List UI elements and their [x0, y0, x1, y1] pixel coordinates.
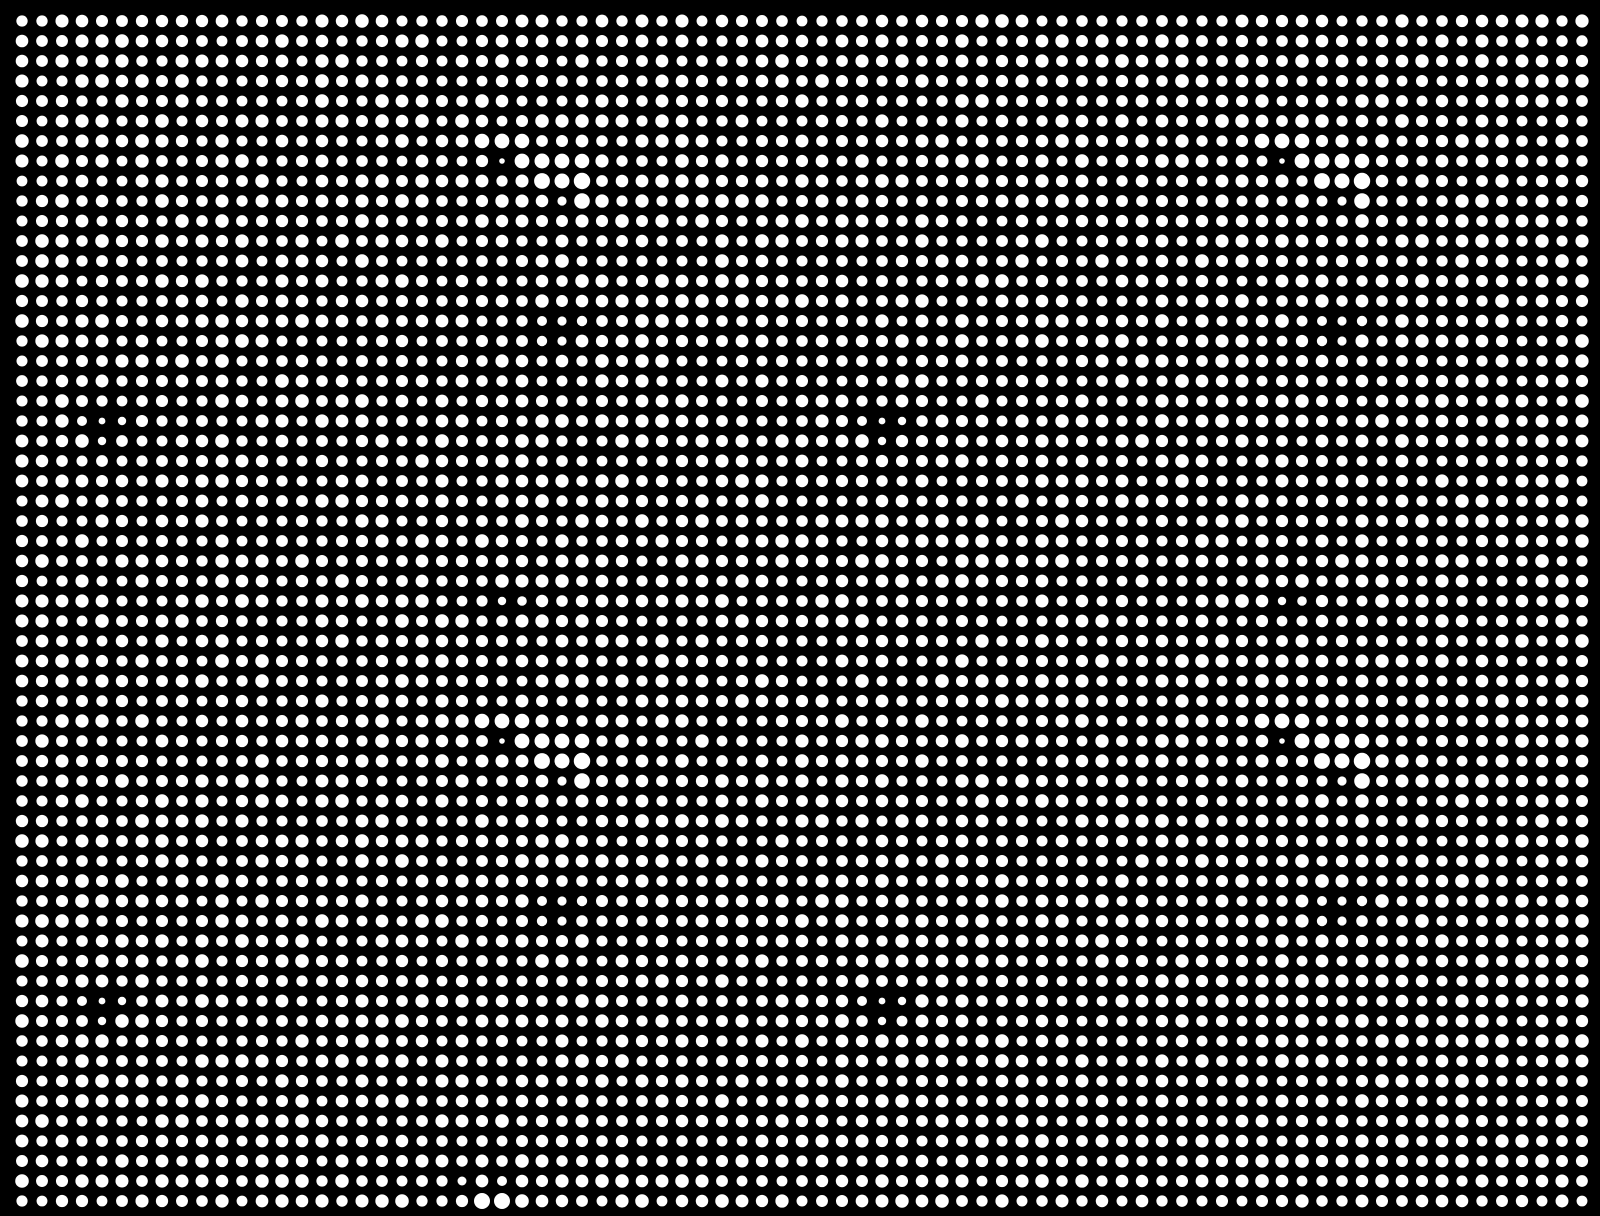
- dot-matrix-canvas: [0, 0, 1600, 1216]
- halftone-dot-grid: [0, 0, 1600, 1216]
